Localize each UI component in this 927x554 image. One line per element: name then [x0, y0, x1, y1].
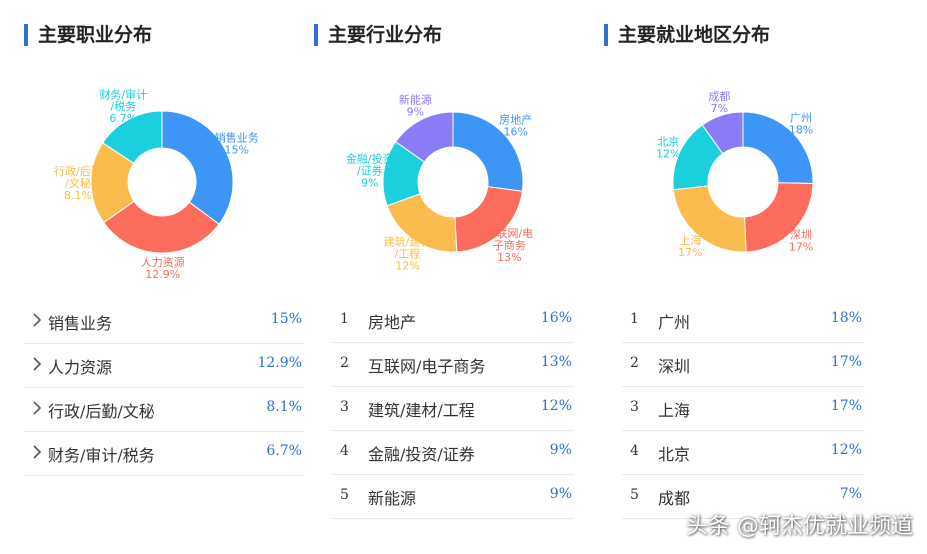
- list-item-percent: 12%: [830, 442, 862, 458]
- list-item-name: 成都: [658, 489, 691, 508]
- list-item-percent: 16%: [540, 310, 572, 326]
- list-item[interactable]: 4 北京 12%: [622, 431, 864, 475]
- donut-slice[interactable]: [744, 182, 814, 253]
- list-item-rank: 3: [340, 399, 349, 415]
- list-item-rank: 4: [340, 443, 349, 459]
- list-item[interactable]: 1 房地产 16%: [332, 299, 574, 343]
- chevron-right-icon: [33, 445, 42, 459]
- donut-slice[interactable]: [102, 110, 163, 164]
- list-item-name: 人力资源: [48, 358, 113, 377]
- list-item-percent: 7%: [839, 486, 862, 502]
- list-item-percent: 9%: [549, 442, 572, 458]
- list-item-percent: 17%: [830, 354, 862, 370]
- list-item-rank: 5: [630, 487, 639, 503]
- list-item[interactable]: 财务/审计/税务 6.7%: [24, 432, 304, 476]
- region-panel: 主要就业地区分布 广州 18% 深圳 17% 上海 17% 北京 12% 成都 7% 1 广州 1…: [604, 0, 866, 554]
- slice-label: 行政/后勤/文秘 8.1%: [54, 164, 102, 202]
- occupation-donut-chart: 销售业务 15% 人力资源 12.9% 行政/后勤/文秘 8.1% 财务/审计/税务 6.7%: [54, 87, 259, 281]
- list-item[interactable]: 3 上海 17%: [622, 387, 864, 431]
- occupation-panel: 主要职业分布 销售业务 15% 人力资源 12.9% 行政/后勤/文秘 8.1% 财务/审计…: [24, 0, 304, 554]
- list-item-rank: 4: [630, 443, 639, 459]
- donut-slice[interactable]: [672, 185, 747, 253]
- list-item-name: 上海: [658, 401, 691, 420]
- list-item-rank: 2: [630, 355, 639, 371]
- list-item-name: 新能源: [368, 489, 417, 508]
- donut-slice[interactable]: [395, 111, 454, 163]
- slice-label: 金融/投资/证券 9%: [346, 152, 394, 190]
- list-item-percent: 17%: [830, 398, 862, 414]
- list-item-name: 销售业务: [48, 314, 113, 333]
- list-item-percent: 12.9%: [257, 355, 302, 371]
- slice-label: 广州 18%: [789, 111, 813, 136]
- donut-slice[interactable]: [452, 111, 524, 192]
- list-item-name: 行政/后勤/文秘: [48, 402, 155, 421]
- list-item[interactable]: 销售业务 15%: [24, 300, 304, 344]
- list-item-percent: 12%: [540, 398, 572, 414]
- slice-label: 上海 17%: [678, 233, 702, 259]
- donut-slice[interactable]: [161, 110, 234, 225]
- donut-slice[interactable]: [102, 200, 220, 254]
- slice-label: 财务/审计/税务 6.7%: [99, 87, 147, 125]
- list-item-name: 深圳: [658, 357, 691, 376]
- list-item[interactable]: 5 成都 7%: [622, 475, 864, 519]
- industry-donut-chart: 房地产 16% 互联网/电子商务 13% 建筑/建材/工程 12% 金融/投资/证券 9% 新能…: [346, 93, 533, 273]
- list-item-rank: 5: [340, 487, 349, 503]
- region-list: 1 广州 18% 2 深圳 17% 3 上海 17% 4 北京 12% 5 成都…: [622, 299, 864, 519]
- list-item[interactable]: 1 广州 18%: [622, 299, 864, 343]
- slice-label: 北京 12%: [656, 135, 680, 161]
- list-item[interactable]: 人力资源 12.9%: [24, 344, 304, 388]
- slice-label: 人力资源 12.9%: [141, 255, 185, 281]
- list-item-name: 财务/审计/税务: [48, 446, 155, 465]
- region-donut-chart: 广州 18% 深圳 17% 上海 17% 北京 12% 成都 7%: [656, 90, 814, 259]
- slice-label: 销售业务 15%: [215, 130, 259, 156]
- list-item-percent: 18%: [830, 310, 862, 326]
- region-title: 主要就业地区分布: [604, 24, 770, 46]
- list-item-percent: 13%: [540, 354, 572, 370]
- list-item-name: 金融/投资/证券: [368, 445, 475, 464]
- chevron-right-icon: [33, 313, 42, 327]
- list-item-percent: 8.1%: [266, 399, 302, 415]
- occupation-list: 销售业务 15% 人力资源 12.9% 行政/后勤/文秘 8.1% 财务/审计/…: [24, 300, 304, 476]
- list-item-name: 互联网/电子商务: [368, 357, 486, 376]
- industry-panel: 主要行业分布 房地产 16% 互联网/电子商务 13% 建筑/建材/工程 12% 金融/投资…: [314, 0, 574, 554]
- slice-label: 成都 7%: [708, 90, 730, 115]
- list-item-name: 广州: [658, 313, 691, 332]
- slice-label: 互联网/电子商务 13%: [485, 227, 533, 264]
- list-item[interactable]: 行政/后勤/文秘 8.1%: [24, 388, 304, 432]
- donut-slice[interactable]: [701, 111, 744, 155]
- occupation-title: 主要职业分布: [24, 24, 152, 46]
- list-item-name: 建筑/建材/工程: [368, 401, 475, 420]
- slice-label: 新能源 9%: [399, 93, 432, 119]
- list-item-percent: 9%: [549, 486, 572, 502]
- list-item-name: 房地产: [368, 313, 417, 332]
- list-item[interactable]: 2 深圳 17%: [622, 343, 864, 387]
- list-item[interactable]: 3 建筑/建材/工程 12%: [332, 387, 574, 431]
- list-item[interactable]: 4 金融/投资/证券 9%: [332, 431, 574, 475]
- watermark: 头条 @轲杰优就业频道: [686, 514, 913, 539]
- chevron-right-icon: [33, 401, 42, 415]
- industry-list: 1 房地产 16% 2 互联网/电子商务 13% 3 建筑/建材/工程 12% …: [332, 299, 574, 519]
- chevron-right-icon: [33, 357, 42, 371]
- slice-label: 房地产 16%: [499, 112, 532, 138]
- list-item[interactable]: 5 新能源 9%: [332, 475, 574, 519]
- list-item-percent: 6.7%: [266, 443, 302, 459]
- list-item-rank: 1: [630, 311, 639, 327]
- list-item-rank: 3: [630, 399, 639, 415]
- list-item-rank: 2: [340, 355, 349, 371]
- list-item-percent: 15%: [270, 311, 302, 327]
- list-item-name: 北京: [658, 445, 691, 464]
- list-item-rank: 1: [340, 311, 349, 327]
- slice-label: 建筑/建材/工程 12%: [384, 235, 432, 273]
- slice-label: 深圳 17%: [789, 229, 813, 254]
- list-item[interactable]: 2 互联网/电子商务 13%: [332, 343, 574, 387]
- industry-title: 主要行业分布: [314, 24, 442, 46]
